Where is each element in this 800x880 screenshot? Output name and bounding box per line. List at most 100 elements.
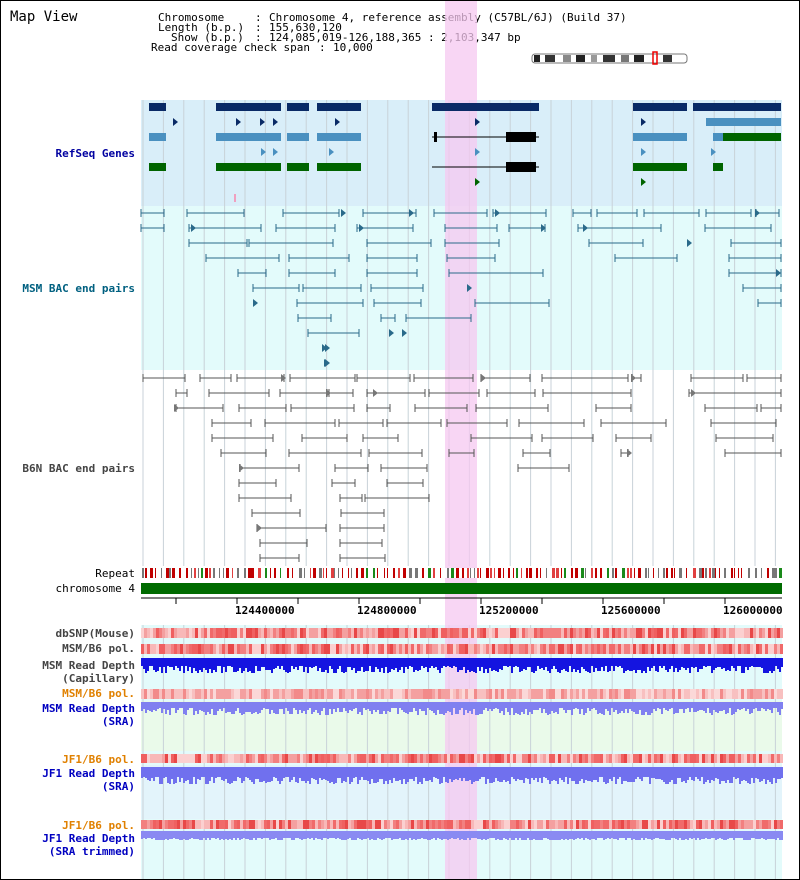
depth-bar: [439, 767, 441, 784]
heat-cell: [393, 644, 396, 654]
heat-cell: [693, 628, 696, 638]
heat-cell: [267, 754, 270, 763]
heat-cell: [207, 820, 210, 829]
track-label-msm-depth-sra[interactable]: MSM Read Depth: [42, 702, 135, 715]
track-label-jf1-depth-trim[interactable]: JF1 Read Depth: [42, 832, 135, 845]
depth-bar: [531, 831, 533, 840]
track-label-b6n-bac[interactable]: B6N BAC end pairs: [22, 462, 135, 475]
depth-bar: [223, 767, 225, 781]
heat-cell: [579, 689, 582, 699]
depth-bar: [759, 702, 761, 711]
heat-cell: [657, 820, 660, 829]
track-label-repeat[interactable]: Repeat: [95, 567, 135, 580]
depth-bar: [773, 831, 775, 839]
heat-cell: [255, 644, 258, 654]
region-highlight[interactable]: [445, 1, 477, 880]
heat-cell: [621, 644, 624, 654]
heat-cell: [771, 689, 774, 699]
heat-cell: [774, 644, 777, 654]
b6n-bac-features[interactable]: [142, 374, 782, 562]
heat-cell: [189, 628, 192, 638]
depth-bar: [605, 702, 607, 709]
heat-cell: [381, 644, 384, 654]
depth-bar: [379, 658, 381, 672]
repeat-element: [274, 568, 276, 578]
bac-end-marker: [359, 224, 364, 232]
depth-bar: [739, 658, 741, 666]
heat-cell: [516, 628, 519, 638]
depth-bar: [173, 831, 175, 838]
repeat-element: [480, 568, 481, 578]
depth-bar: [721, 702, 723, 711]
depth-bar: [327, 658, 329, 673]
heat-cell: [726, 820, 729, 829]
track-label-msm-b6-pol-1[interactable]: MSM/B6 pol.: [62, 642, 135, 655]
depth-bar: [581, 658, 583, 667]
heat-cell: [582, 628, 585, 638]
msm-bac-features[interactable]: [140, 209, 782, 367]
heat-cell: [633, 644, 636, 654]
heat-cell: [306, 754, 309, 763]
depth-bar: [375, 658, 377, 667]
depth-bar: [199, 767, 201, 780]
track-label-msm-b6-pol-2[interactable]: MSM/B6 pol.: [62, 687, 135, 700]
depth-bar: [477, 831, 479, 839]
depth-bar: [529, 658, 531, 667]
heat-cell: [750, 644, 753, 654]
refseq-genes-features[interactable]: [149, 103, 781, 202]
track-label-jf1-b6-pol-2[interactable]: JF1/B6 pol.: [62, 819, 135, 832]
heat-cell: [177, 644, 180, 654]
depth-bar: [559, 702, 561, 708]
repeat-element: [513, 568, 514, 578]
depth-bar: [659, 702, 661, 709]
heat-cell: [408, 754, 411, 763]
heat-cell: [678, 754, 681, 763]
depth-bar: [449, 702, 451, 712]
heat-cell: [654, 628, 657, 638]
heat-cell: [741, 644, 744, 654]
depth-bar: [633, 831, 635, 839]
depth-bar: [649, 702, 651, 715]
depth-bar: [231, 658, 233, 667]
track-label-msm-depth-cap[interactable]: MSM Read Depth: [42, 659, 135, 672]
track-label-jf1-depth-sra[interactable]: JF1 Read Depth: [42, 767, 135, 780]
depth-bar: [433, 658, 435, 668]
heat-cell: [297, 754, 300, 763]
heat-cell: [684, 754, 687, 763]
repeat-element: [715, 568, 716, 578]
depth-bar: [333, 702, 335, 709]
chromosome-bar[interactable]: [141, 583, 782, 594]
depth-bar: [337, 658, 339, 669]
heat-cell: [441, 820, 444, 829]
track-label-chromosome[interactable]: chromosome 4: [55, 582, 135, 595]
heat-cell: [528, 820, 531, 829]
depth-bar: [475, 658, 477, 673]
track-label-jf1-b6-pol-1[interactable]: JF1/B6 pol.: [62, 753, 135, 766]
depth-bar: [405, 831, 407, 839]
depth-bar: [439, 658, 441, 673]
depth-bar: [501, 831, 503, 840]
heat-cell: [513, 628, 516, 638]
heat-tracks[interactable]: [141, 628, 783, 840]
depth-bar: [319, 767, 321, 778]
depth-bar: [403, 658, 405, 673]
depth-bar: [771, 831, 773, 839]
heat-cell: [231, 754, 234, 763]
track-label-refseq[interactable]: RefSeq Genes: [55, 147, 135, 160]
depth-bar: [497, 658, 499, 672]
heat-cell: [645, 689, 648, 699]
heat-cell: [648, 644, 651, 654]
depth-bar: [399, 831, 401, 838]
heat-cell: [675, 689, 678, 699]
heat-cell: [351, 689, 354, 699]
track-label-msm-bac[interactable]: MSM BAC end pairs: [22, 282, 135, 295]
track-label-dbsnp[interactable]: dbSNP(Mouse): [55, 627, 135, 640]
repeat-track[interactable]: [141, 568, 782, 578]
heat-cell: [276, 689, 279, 699]
repeat-element: [313, 568, 316, 578]
chromosome-ideogram[interactable]: [531, 51, 688, 65]
depth-bar: [217, 702, 219, 711]
heat-cell: [165, 689, 168, 699]
depth-bar: [193, 767, 195, 777]
